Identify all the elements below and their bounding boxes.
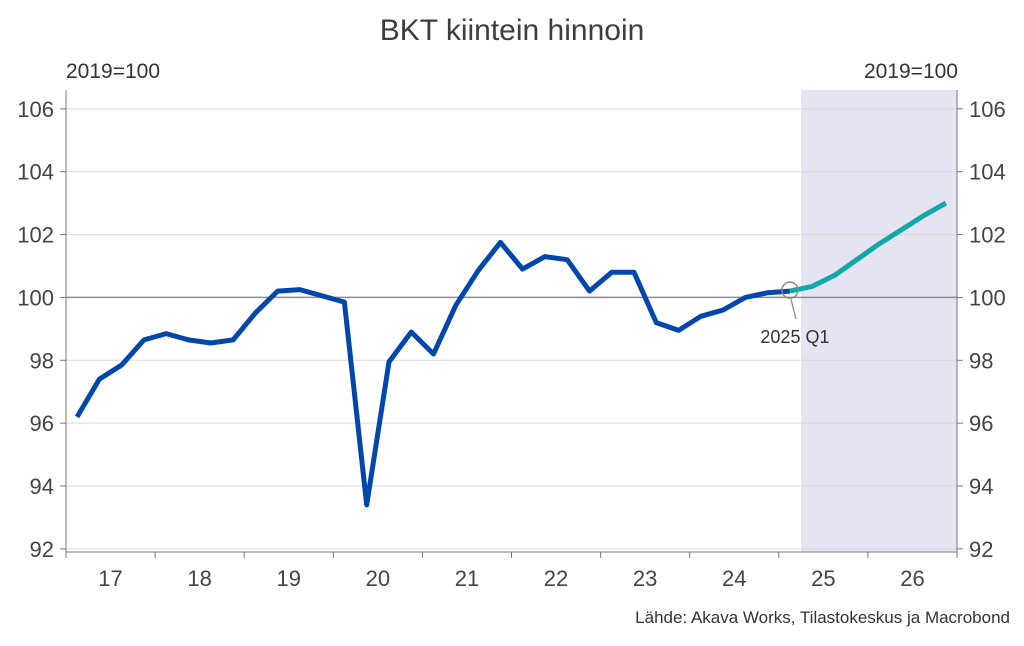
y-tick-label-right: 106 <box>969 97 1006 122</box>
y-tick-label-left: 96 <box>30 411 54 436</box>
x-tick-label: 26 <box>900 566 924 591</box>
x-tick-label: 23 <box>633 566 657 591</box>
x-tick-label: 20 <box>366 566 390 591</box>
y-tick-label-left: 106 <box>17 97 54 122</box>
y-tick-label-left: 104 <box>17 160 54 185</box>
y-tick-label-left: 94 <box>30 474 54 499</box>
x-tick-label: 22 <box>544 566 568 591</box>
forecast-shading <box>801 90 957 552</box>
x-tick-label: 18 <box>187 566 211 591</box>
left-axis-unit-label: 2019=100 <box>66 60 161 83</box>
y-tick-label-left: 102 <box>17 223 54 248</box>
annotation-leader <box>790 298 797 320</box>
y-tick-label-right: 94 <box>969 474 993 499</box>
forecast-series-line <box>789 200 948 294</box>
annotation-circle <box>781 281 799 299</box>
chart-title: BKT kiintein hinnoin <box>379 14 645 47</box>
y-tick-label-left: 92 <box>30 537 54 562</box>
source-note: Lähde: Akava Works, Tilastokeskus ja Mac… <box>635 608 1010 627</box>
x-tick-label: 25 <box>811 566 835 591</box>
x-tick-label: 19 <box>277 566 301 591</box>
y-tick-label-right: 104 <box>969 160 1006 185</box>
y-tick-label-right: 100 <box>969 285 1006 310</box>
y-tick-label-right: 92 <box>969 537 993 562</box>
y-tick-label-right: 96 <box>969 411 993 436</box>
x-tick-label: 17 <box>98 566 122 591</box>
right-axis-unit-label: 2019=100 <box>863 60 958 83</box>
actual-series-line <box>74 239 791 508</box>
y-tick-label-left: 98 <box>30 348 54 373</box>
y-tick-label-left: 100 <box>17 285 54 310</box>
y-tick-label-right: 98 <box>969 348 993 373</box>
annotation-label: 2025 Q1 <box>760 327 829 347</box>
x-tick-label: 21 <box>455 566 479 591</box>
y-tick-label-right: 102 <box>969 223 1006 248</box>
x-tick-label: 24 <box>722 566 746 591</box>
